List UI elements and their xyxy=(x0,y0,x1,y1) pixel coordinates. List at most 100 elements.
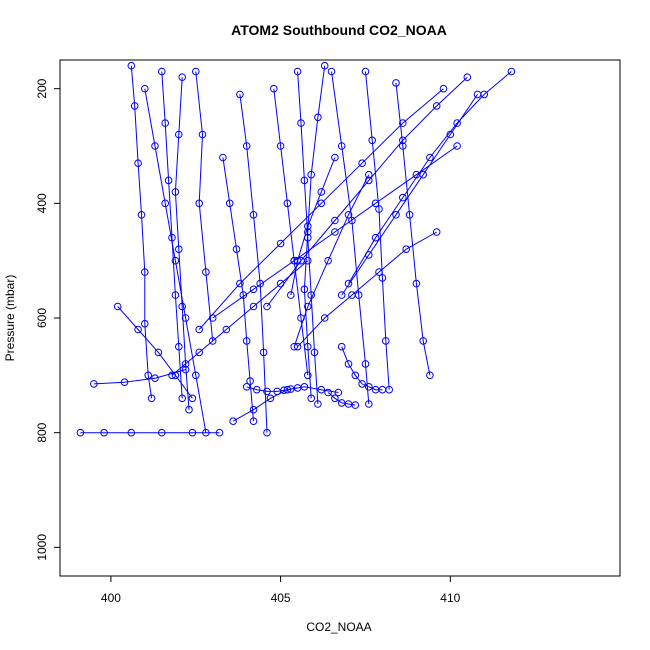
series-19 xyxy=(344,67,516,288)
series-10 xyxy=(236,90,271,437)
data-point xyxy=(134,325,142,334)
series-line xyxy=(130,65,153,399)
series-24 xyxy=(293,228,441,351)
data-point xyxy=(307,394,316,403)
data-point xyxy=(463,73,472,81)
data-point xyxy=(426,371,434,380)
series-line xyxy=(222,157,254,422)
data-point xyxy=(365,400,373,408)
data-point xyxy=(283,385,292,394)
data-point xyxy=(344,211,353,219)
data-point xyxy=(432,228,441,236)
data-point xyxy=(195,325,203,334)
data-point xyxy=(249,302,258,311)
data-point xyxy=(130,102,139,110)
y-tick-label: 600 xyxy=(35,308,49,328)
series-line xyxy=(232,386,339,422)
series-6 xyxy=(76,428,224,437)
y-tick-label: 200 xyxy=(35,78,49,98)
data-point xyxy=(185,405,193,414)
series-line xyxy=(303,65,326,399)
data-point xyxy=(405,211,414,219)
data-point xyxy=(399,193,407,202)
series-29 xyxy=(168,256,312,380)
data-point xyxy=(263,428,271,437)
data-point xyxy=(151,374,159,383)
y-tick-label: 800 xyxy=(35,422,49,442)
data-point xyxy=(337,342,346,351)
data-point xyxy=(147,394,156,403)
series-2 xyxy=(158,67,186,403)
data-point xyxy=(283,199,292,208)
data-point xyxy=(365,251,373,259)
data-point xyxy=(310,348,319,357)
data-point xyxy=(412,170,421,179)
series-line xyxy=(198,88,444,330)
data-point xyxy=(127,428,136,437)
x-tick-label: 400 xyxy=(101,591,121,605)
data-point xyxy=(222,325,231,334)
series-line xyxy=(395,82,431,376)
data-point xyxy=(181,365,190,374)
data-point xyxy=(192,371,200,380)
data-point xyxy=(368,136,377,145)
data-point xyxy=(304,228,312,236)
data-point xyxy=(300,383,309,391)
data-point xyxy=(320,314,329,322)
data-point xyxy=(392,79,400,87)
data-point xyxy=(127,61,136,70)
series-line xyxy=(161,71,183,399)
data-point xyxy=(439,84,448,93)
data-point xyxy=(141,84,149,93)
data-point xyxy=(236,90,244,99)
y-axis: 200 400 600 800 1000 xyxy=(35,78,60,561)
data-point xyxy=(252,385,261,394)
data-point xyxy=(348,291,356,299)
series-line xyxy=(341,94,478,296)
x-tick-label: 405 xyxy=(271,591,291,605)
data-point xyxy=(473,90,482,99)
data-point xyxy=(290,342,299,351)
series-line xyxy=(290,157,336,296)
data-point xyxy=(432,102,441,110)
data-point xyxy=(161,199,169,208)
series-line xyxy=(297,231,437,348)
data-point xyxy=(171,256,180,265)
data-point xyxy=(249,417,258,426)
data-point xyxy=(371,199,380,208)
data-point xyxy=(446,130,455,139)
data-point xyxy=(181,314,190,322)
data-point xyxy=(120,378,129,387)
data-point xyxy=(161,119,169,127)
data-point xyxy=(344,279,353,288)
data-point xyxy=(297,119,305,127)
data-point xyxy=(358,380,366,388)
data-point xyxy=(507,67,516,76)
data-point xyxy=(453,119,461,127)
data-point xyxy=(76,428,85,437)
series-5 xyxy=(113,302,197,403)
data-point xyxy=(90,380,98,388)
data-point xyxy=(300,176,309,185)
data-point xyxy=(365,170,373,179)
data-point xyxy=(141,268,149,276)
data-point xyxy=(337,291,346,299)
series-12 xyxy=(229,383,343,426)
data-point xyxy=(263,302,271,311)
data-point xyxy=(249,405,258,414)
data-point xyxy=(399,119,407,127)
y-tick-label: 1000 xyxy=(35,534,49,561)
data-point xyxy=(419,337,428,345)
data-point xyxy=(344,360,353,368)
series-line xyxy=(212,145,458,319)
data-point xyxy=(331,216,339,225)
data-point xyxy=(287,291,295,299)
data-point xyxy=(249,211,258,219)
data-point xyxy=(171,291,180,299)
x-tick-label: 410 xyxy=(440,591,460,605)
plot-data xyxy=(76,61,516,437)
data-point xyxy=(276,142,285,150)
data-point xyxy=(134,159,142,167)
